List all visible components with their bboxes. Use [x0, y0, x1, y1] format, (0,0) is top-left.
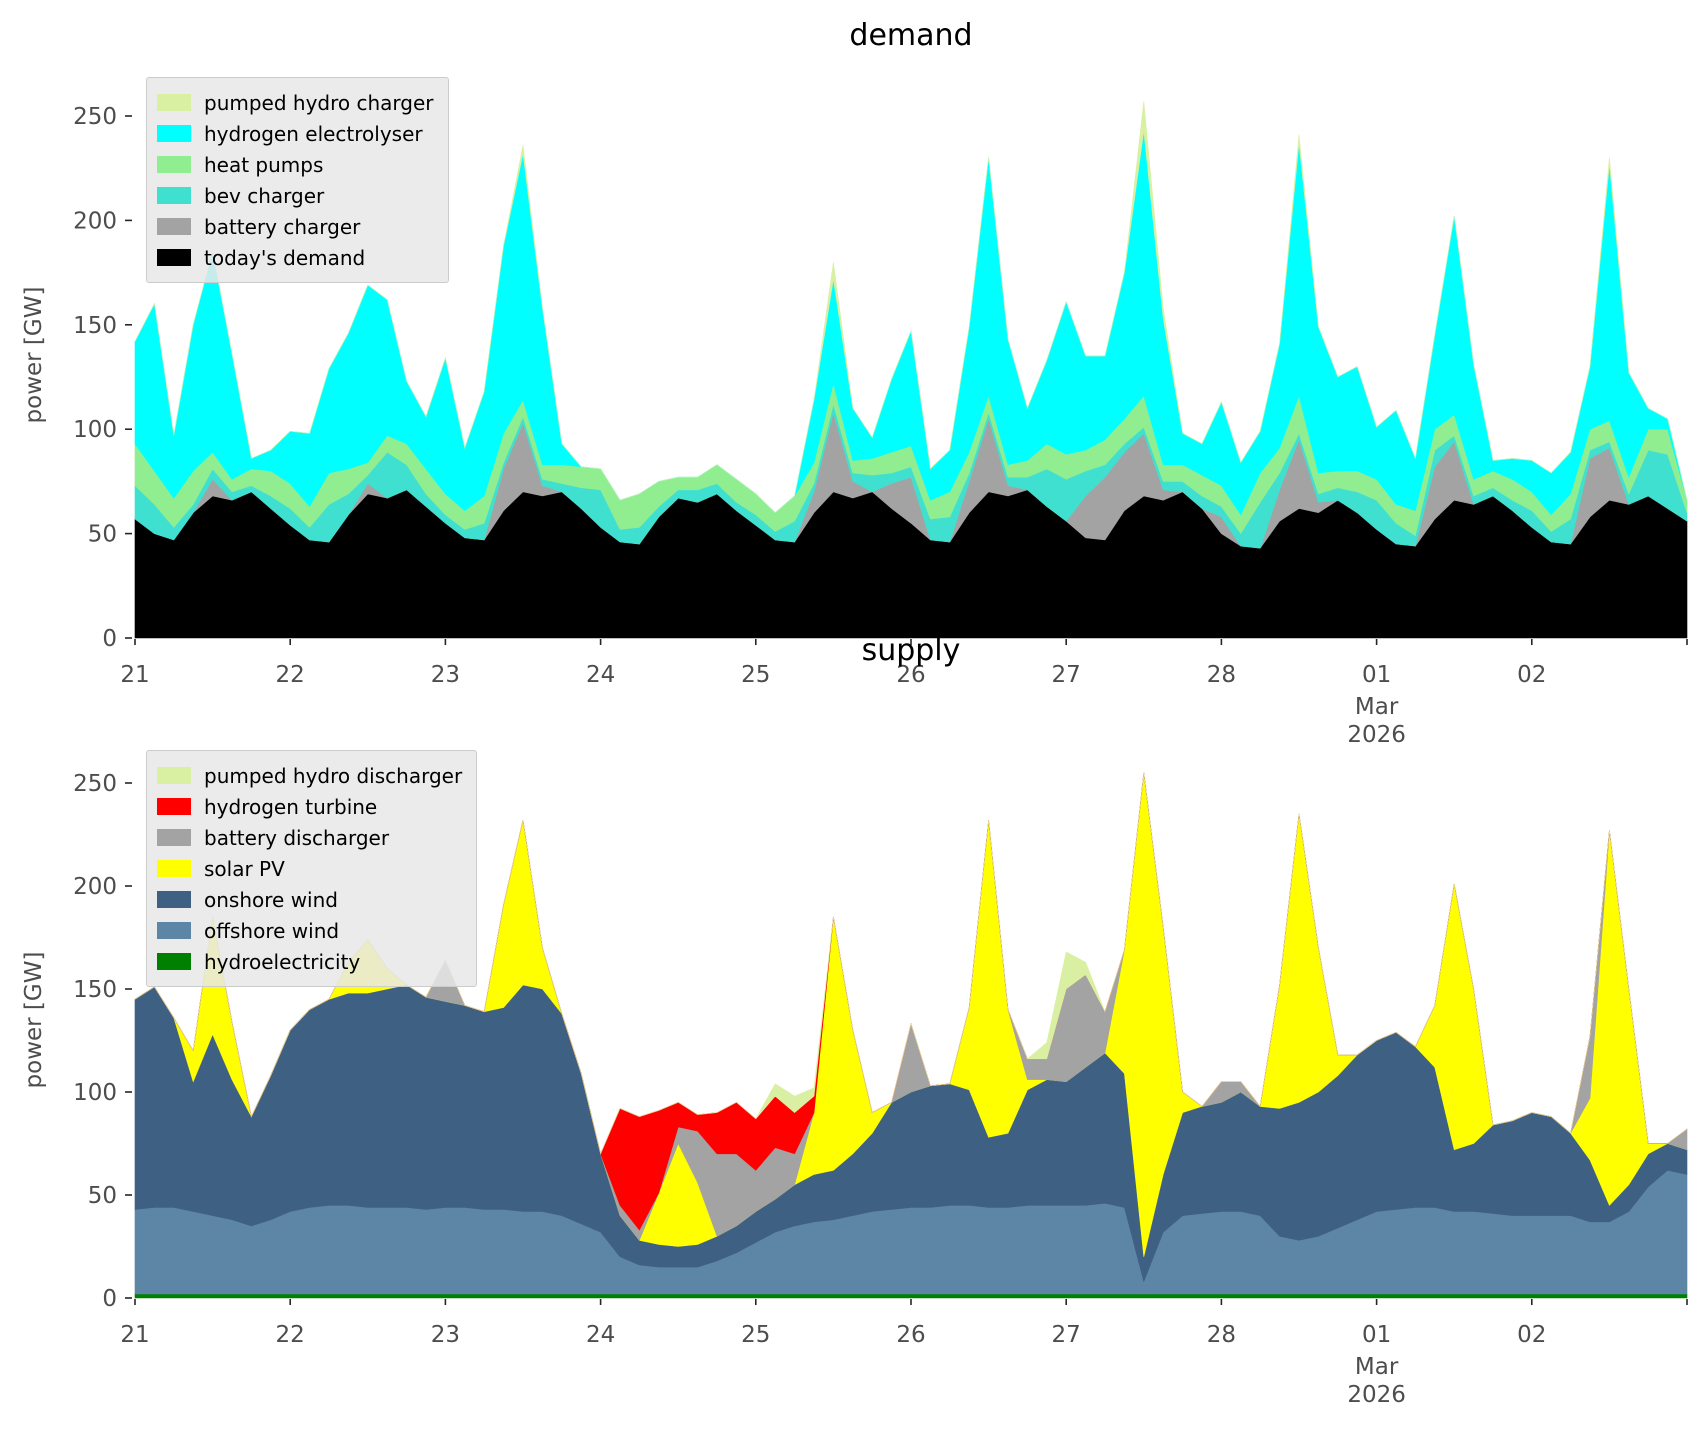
- legend-label: hydrogen electrolyser: [204, 121, 423, 146]
- x-tick-label: 24: [586, 1322, 615, 1348]
- y-tick-label: 200: [73, 874, 117, 900]
- supply-chart-title: supply: [861, 633, 961, 668]
- legend-item: onshore wind: [157, 884, 462, 915]
- legend-label: bev charger: [204, 183, 325, 208]
- x-tick-label: 25: [741, 1322, 770, 1348]
- y-tick-label: 0: [102, 626, 117, 652]
- y-tick-label: 250: [73, 104, 117, 130]
- legend-label: hydroelectricity: [204, 949, 361, 974]
- y-tick-label: 100: [73, 417, 117, 443]
- demand-chart-title: demand: [849, 18, 973, 53]
- x-tick-label: 22: [276, 1322, 305, 1348]
- demand-y-axis-label: power [GW]: [21, 286, 47, 424]
- x-tick-label: 02: [1517, 662, 1546, 688]
- battery-charger-swatch: [157, 218, 191, 235]
- legend-item: offshore wind: [157, 915, 462, 946]
- legend-item: solar PV: [157, 853, 462, 884]
- supply-area-hydroelectricity: [134, 1293, 1688, 1299]
- x-tick-label: 24: [586, 662, 615, 688]
- hydrogen-turbine-swatch: [157, 798, 191, 815]
- legend-label: onshore wind: [204, 887, 338, 912]
- x-tick-label: 23: [431, 662, 460, 688]
- hydrogen-electrolyser-swatch: [157, 125, 191, 142]
- demand-area-pumped-hydro-charger: [134, 101, 1688, 514]
- x-tick-label: 25: [741, 662, 770, 688]
- heat-pumps-swatch: [157, 156, 191, 173]
- x-tick-label: 27: [1052, 1322, 1081, 1348]
- supply-area-pumped-hydro-discharger: [134, 772, 1688, 1155]
- x-tick-label: 27: [1052, 662, 1081, 688]
- pumped-hydro-charger-swatch: [157, 94, 191, 111]
- x-tick-label: 26: [896, 1322, 925, 1348]
- todays-demand-swatch: [157, 249, 191, 266]
- x-tick-label: 22: [276, 662, 305, 688]
- legend-label: offshore wind: [204, 918, 340, 943]
- x-tick-label: 01: [1362, 662, 1391, 688]
- x-tick-label: 21: [120, 662, 149, 688]
- hydroelectricity-swatch: [157, 953, 191, 970]
- legend-item: hydrogen turbine: [157, 791, 462, 822]
- x-tick-label: 28: [1207, 1322, 1236, 1348]
- legend-label: battery charger: [204, 214, 361, 239]
- offshore-wind-swatch: [157, 922, 191, 939]
- y-tick-label: 50: [88, 522, 117, 548]
- y-tick-label: 100: [73, 1080, 117, 1106]
- legend-item: pumped hydro charger: [157, 87, 434, 118]
- legend-label: solar PV: [204, 856, 285, 881]
- onshore-wind-swatch: [157, 891, 191, 908]
- legend-label: today's demand: [204, 245, 366, 270]
- y-tick-label: 150: [73, 313, 117, 339]
- demand-legend: pumped hydro charger hydrogen electrolys…: [146, 77, 449, 283]
- x-tick-label: 01: [1362, 1322, 1391, 1348]
- legend-label: hydrogen turbine: [204, 794, 378, 819]
- supply-legend: pumped hydro discharger hydrogen turbine…: [146, 750, 478, 987]
- x-axis-period-label: 2026: [1347, 722, 1406, 748]
- legend-label: pumped hydro charger: [204, 90, 434, 115]
- bev-charger-swatch: [157, 187, 191, 204]
- x-tick-label: 02: [1517, 1322, 1546, 1348]
- x-axis-period-label: Mar: [1355, 1354, 1399, 1380]
- x-axis-period-label: Mar: [1355, 694, 1399, 720]
- y-tick-label: 200: [73, 208, 117, 234]
- legend-item: bev charger: [157, 180, 434, 211]
- legend-item: hydroelectricity: [157, 946, 462, 977]
- legend-item: hydrogen electrolyser: [157, 118, 434, 149]
- x-axis-period-label: 2026: [1347, 1382, 1406, 1408]
- legend-label: heat pumps: [204, 152, 324, 177]
- legend-item: heat pumps: [157, 149, 434, 180]
- solar-pv-swatch: [157, 860, 191, 877]
- y-tick-label: 50: [88, 1183, 117, 1209]
- legend-label: battery discharger: [204, 825, 390, 850]
- legend-item: pumped hydro discharger: [157, 760, 462, 791]
- legend-item: battery charger: [157, 211, 434, 242]
- x-tick-label: 26: [896, 662, 925, 688]
- battery-discharger-swatch: [157, 829, 191, 846]
- pumped-hydro-discharger-swatch: [157, 767, 191, 784]
- y-tick-label: 0: [102, 1286, 117, 1312]
- legend-item: today's demand: [157, 242, 434, 273]
- supply-y-axis-label: power [GW]: [21, 951, 47, 1089]
- legend-item: battery discharger: [157, 822, 462, 853]
- x-tick-label: 21: [120, 1322, 149, 1348]
- x-tick-label: 28: [1207, 662, 1236, 688]
- y-tick-label: 150: [73, 977, 117, 1003]
- y-tick-label: 250: [73, 771, 117, 797]
- x-tick-label: 23: [431, 1322, 460, 1348]
- legend-label: pumped hydro discharger: [204, 763, 463, 788]
